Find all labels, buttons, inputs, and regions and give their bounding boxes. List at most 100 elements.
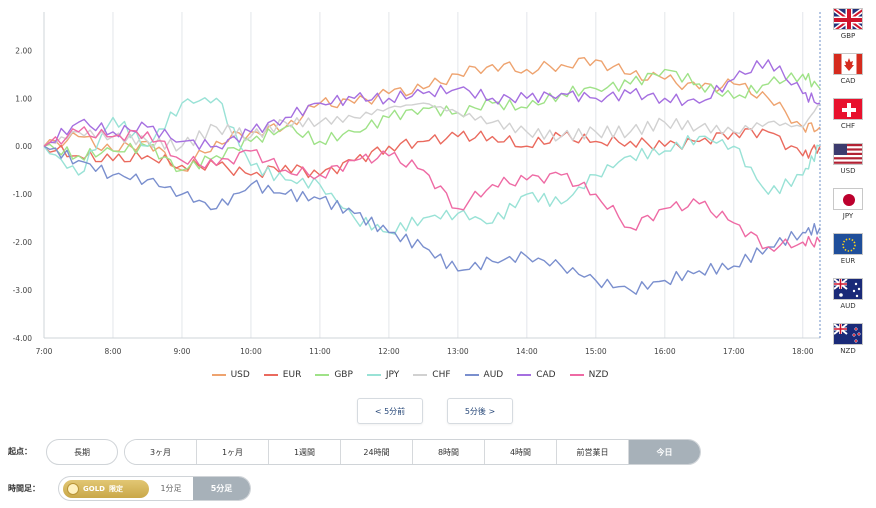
- legend-item-cad[interactable]: CAD: [517, 370, 556, 380]
- flag-item-jpy[interactable]: JPY: [826, 188, 870, 232]
- legend-label: AUD: [483, 370, 504, 380]
- legend-item-eur[interactable]: EUR: [263, 370, 302, 380]
- legend-swatch: [569, 374, 584, 376]
- legend-label: GBP: [334, 370, 353, 380]
- series-line-usd: [43, 57, 821, 172]
- period-8hours-button[interactable]: 8時間: [413, 440, 485, 464]
- legend-item-gbp[interactable]: GBP: [315, 370, 353, 380]
- y-tick-label: 2.00: [15, 46, 32, 55]
- x-tick-label: 7:00: [36, 347, 53, 356]
- x-tick-label: 17:00: [723, 347, 745, 356]
- period-1week-button[interactable]: 1週間: [269, 440, 341, 464]
- legend-item-usd[interactable]: USD: [211, 370, 250, 380]
- australia-flag-icon: [833, 278, 863, 300]
- legend-label: USD: [230, 370, 250, 380]
- flag-label: CAD: [840, 77, 856, 85]
- period-1month-button[interactable]: 1ヶ月: [197, 440, 269, 464]
- prev-5min-button[interactable]: < 5分前: [357, 398, 423, 424]
- timeframe-5min-button[interactable]: 5分足: [193, 477, 250, 500]
- x-tick-label: 9:00: [174, 347, 191, 356]
- x-tick-label: 18:00: [792, 347, 814, 356]
- period-long-button[interactable]: 長期: [46, 439, 118, 465]
- y-tick-label: -1.00: [13, 190, 33, 199]
- timeframe-selector: GOLD 限定 1分足 5分足: [58, 476, 251, 501]
- period-3months-button[interactable]: 3ヶ月: [125, 440, 197, 464]
- gold-limited-badge: GOLD 限定: [63, 479, 149, 498]
- period-label: 起点：: [8, 447, 32, 456]
- series-line-jpy: [43, 97, 821, 235]
- series-line-nzd: [43, 126, 821, 252]
- legend-swatch: [517, 374, 532, 376]
- period-today-button[interactable]: 今日: [629, 440, 700, 464]
- flag-item-chf[interactable]: CHF: [826, 98, 870, 142]
- next-5min-button[interactable]: 5分後 >: [447, 398, 513, 424]
- x-tick-label: 10:00: [240, 347, 262, 356]
- flag-item-eur[interactable]: EUR: [826, 233, 870, 277]
- legend-label: EUR: [282, 370, 302, 380]
- flag-label: JPY: [842, 212, 854, 220]
- y-tick-label: 0.00: [15, 142, 32, 151]
- period-prev-day-button[interactable]: 前営業日: [557, 440, 629, 464]
- flag-item-gbp[interactable]: GBP: [826, 8, 870, 52]
- canada-flag-icon: [833, 53, 863, 75]
- legend-label: NZD: [588, 370, 609, 380]
- legend-swatch: [413, 374, 428, 376]
- switzerland-flag-icon: [833, 98, 863, 120]
- chart-grid: [43, 12, 804, 338]
- period-selector: 3ヶ月 1ヶ月 1週間 24時間 8時間 4時間 前営業日 今日: [124, 439, 701, 465]
- x-tick-label: 13:00: [447, 347, 469, 356]
- series-line-aud: [43, 145, 821, 295]
- gold-coin-icon: [67, 482, 79, 495]
- flag-item-cad[interactable]: CAD: [826, 53, 870, 97]
- legend-swatch: [211, 374, 226, 376]
- gold-label: GOLD: [83, 484, 105, 493]
- eu-flag-icon: [833, 233, 863, 255]
- uk-flag-icon: [833, 8, 863, 30]
- legend-item-nzd[interactable]: NZD: [569, 370, 609, 380]
- series-line-gbp: [43, 68, 821, 173]
- legend-swatch: [464, 374, 479, 376]
- chart-series: [43, 57, 821, 295]
- legend-label: CHF: [432, 370, 451, 380]
- series-line-eur: [43, 128, 821, 179]
- legend-item-jpy[interactable]: JPY: [366, 370, 400, 380]
- legend-swatch: [366, 374, 381, 376]
- japan-flag-icon: [833, 188, 863, 210]
- legend-label: JPY: [385, 370, 400, 380]
- flag-label: AUD: [840, 302, 856, 310]
- usa-flag-icon: [833, 143, 863, 165]
- timeframe-label: 時間足：: [8, 484, 40, 493]
- legend-swatch: [315, 374, 330, 376]
- flag-label: USD: [840, 167, 856, 175]
- x-tick-label: 8:00: [105, 347, 122, 356]
- chart-legend: USD EUR GBP JPY CHF AUD CAD NZD: [0, 370, 820, 380]
- flag-label: GBP: [840, 32, 856, 40]
- x-tick-label: 15:00: [585, 347, 607, 356]
- y-tick-label: -2.00: [13, 238, 33, 247]
- series-line-cad: [43, 59, 821, 151]
- newzealand-flag-icon: [833, 323, 863, 345]
- x-tick-label: 16:00: [654, 347, 676, 356]
- y-tick-label: -3.00: [13, 286, 33, 295]
- x-tick-label: 12:00: [378, 347, 400, 356]
- y-tick-label: -4.00: [13, 334, 33, 343]
- flag-label: CHF: [840, 122, 856, 130]
- period-4hours-button[interactable]: 4時間: [485, 440, 557, 464]
- legend-swatch: [263, 374, 278, 376]
- series-line-chf: [43, 102, 821, 152]
- chart-axes: 2.00 1.00 0.00 -1.00 -2.00 -3.00 -4.007:00 8:00…: [13, 12, 821, 356]
- x-tick-label: 11:00: [309, 347, 331, 356]
- chart-area: 2.00 1.00 0.00 -1.00 -2.00 -3.00 -4.007:00 8:00…: [13, 12, 821, 356]
- flag-label: NZD: [840, 347, 856, 355]
- legend-item-aud[interactable]: AUD: [464, 370, 504, 380]
- y-tick-label: 1.00: [15, 94, 32, 103]
- flag-item-aud[interactable]: AUD: [826, 278, 870, 322]
- flag-label: EUR: [840, 257, 856, 265]
- legend-item-chf[interactable]: CHF: [413, 370, 451, 380]
- period-24hours-button[interactable]: 24時間: [341, 440, 413, 464]
- flag-item-nzd[interactable]: NZD: [826, 323, 870, 367]
- gold-tag: 限定: [108, 484, 123, 493]
- legend-label: CAD: [536, 370, 556, 380]
- timeframe-1min-button[interactable]: 1分足: [160, 484, 182, 493]
- flag-item-usd[interactable]: USD: [826, 143, 870, 187]
